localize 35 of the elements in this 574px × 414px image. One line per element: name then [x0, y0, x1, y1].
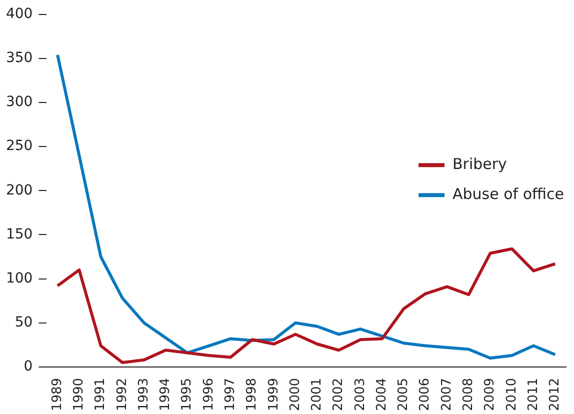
- x-tick-label: 2004: [374, 378, 390, 412]
- x-tick-label: 2008: [461, 378, 476, 412]
- x-tick-label: 2006: [418, 378, 433, 412]
- x-tick-label: 1997: [223, 378, 238, 412]
- x-tick-label: 1998: [244, 378, 260, 412]
- x-tick-label: 2002: [331, 378, 346, 412]
- x-tick-label: 2009: [482, 378, 498, 412]
- x-tick-label: 2001: [310, 378, 325, 412]
- x-tick-label: 2000: [288, 378, 303, 412]
- y-tick-label: 0: [24, 358, 33, 375]
- y-tick-label: 300: [6, 94, 33, 110]
- y-tick-label: 200: [6, 182, 33, 198]
- y-tick-label: 400: [6, 6, 33, 22]
- x-tick-label: 1995: [180, 378, 195, 412]
- x-tick-label: 1999: [266, 378, 282, 412]
- x-tick-label: 2011: [526, 378, 541, 412]
- x-tick-label: 2005: [396, 378, 412, 412]
- x-tick-label: 1994: [158, 378, 174, 412]
- x-tick-label: 2012: [548, 378, 563, 412]
- x-tick-label: 1989: [50, 378, 65, 412]
- legend-label: Abuse of office: [452, 184, 564, 203]
- x-tick-label: 2007: [439, 378, 454, 412]
- y-tick-label: 250: [6, 138, 33, 154]
- x-tick-label: 1996: [201, 378, 216, 412]
- x-tick-label: 2003: [352, 378, 368, 412]
- x-tick-label: 1992: [114, 378, 130, 412]
- y-tick-label: 350: [6, 50, 33, 66]
- y-tick-label: 50: [14, 314, 33, 330]
- y-tick-label: 150: [6, 226, 33, 242]
- y-tick-label: 100: [6, 270, 33, 286]
- x-tick-label: 1990: [72, 378, 87, 412]
- x-tick-label: 1993: [136, 378, 152, 412]
- x-tick-label: 1991: [93, 378, 108, 412]
- legend-label: Bribery: [452, 154, 508, 173]
- x-tick-label: 2010: [504, 378, 520, 412]
